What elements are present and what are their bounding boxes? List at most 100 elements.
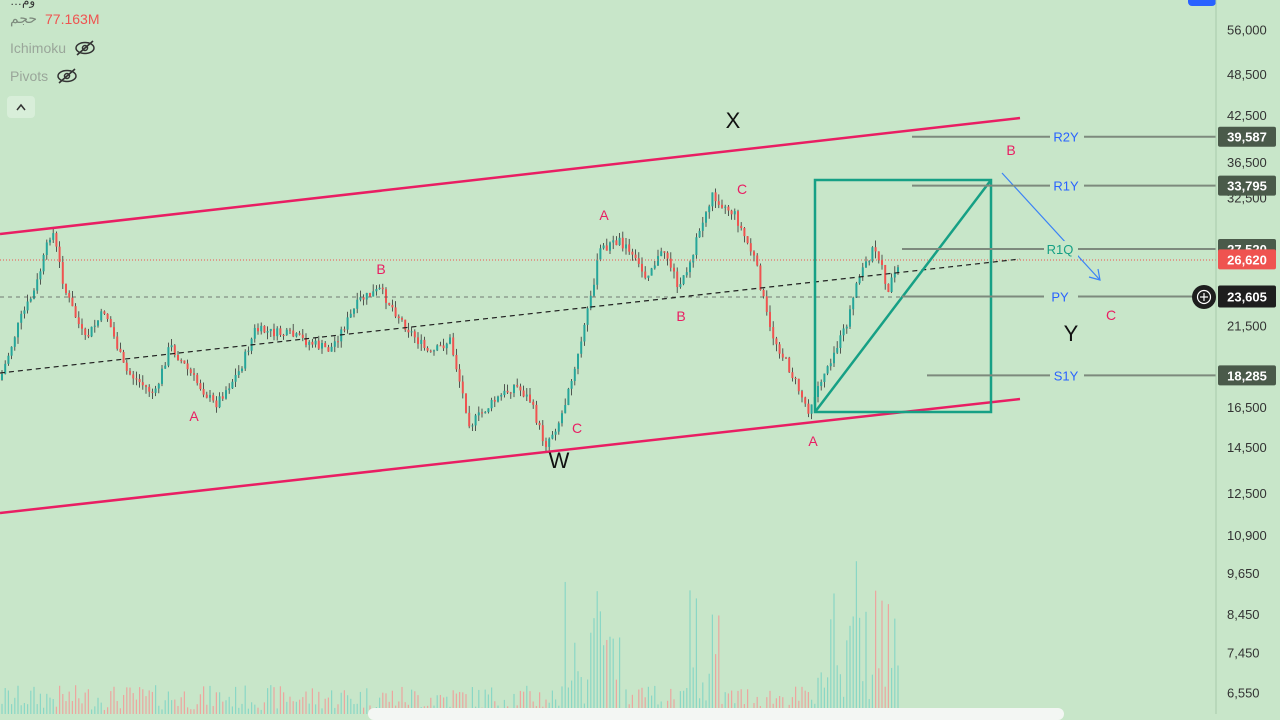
candle-body <box>193 373 195 375</box>
candle-body <box>477 412 480 416</box>
volume-bar <box>158 705 160 714</box>
candle-body <box>84 328 87 335</box>
toolbar-button[interactable] <box>1188 0 1216 6</box>
volume-bar <box>391 690 393 714</box>
price-tag-bg <box>1218 365 1276 386</box>
candle-body <box>212 395 215 401</box>
candle-body <box>877 251 880 261</box>
volume-bar <box>833 593 835 714</box>
candle-body <box>842 328 845 336</box>
volume-bar <box>539 692 541 714</box>
volume-bar <box>177 705 179 714</box>
price-tag-bg <box>1218 175 1276 196</box>
volume-bar <box>180 697 182 714</box>
volume-bar <box>875 590 877 714</box>
candle-body <box>81 324 83 329</box>
volume-bar <box>30 690 32 714</box>
volume-bar <box>340 692 342 714</box>
candle-body <box>295 333 298 337</box>
candle-body <box>141 382 144 386</box>
eye-off-icon[interactable] <box>74 39 96 57</box>
volume-bar <box>644 697 646 714</box>
volume-bar <box>311 688 313 714</box>
legend-pivots[interactable]: Pivots <box>10 67 78 85</box>
volume-bar <box>14 697 16 714</box>
candle-body <box>292 330 295 337</box>
volume-bar <box>587 679 589 714</box>
candle-body <box>109 319 112 328</box>
volume-bar <box>75 685 77 714</box>
volume-bar <box>46 693 48 714</box>
volume-bar <box>868 699 870 714</box>
volume-bar <box>382 692 384 714</box>
volume-bar <box>667 700 669 714</box>
axis-tick-label: 16,500 <box>1227 400 1267 415</box>
volume-bar <box>78 698 80 714</box>
legend-ichimoku[interactable]: Ichimoku <box>10 39 96 57</box>
candle-body <box>397 316 400 319</box>
volume-bar <box>827 677 829 714</box>
volume-bar <box>196 704 198 714</box>
candle-body <box>218 396 221 408</box>
candle-body <box>234 374 237 382</box>
volume-bar <box>215 692 217 714</box>
volume-bar <box>183 691 185 714</box>
wave-label-minor: C <box>737 181 747 197</box>
candle-body <box>429 350 432 352</box>
volume-bar <box>126 687 128 714</box>
candle-body <box>765 296 768 312</box>
volume-bar <box>142 689 144 714</box>
volume-bar <box>167 691 169 714</box>
volume-bar <box>574 642 576 714</box>
volume-bar <box>782 697 784 714</box>
candle-body <box>855 283 858 298</box>
volume-bar <box>343 690 345 714</box>
candle-body <box>807 403 810 414</box>
volume-bar <box>807 692 809 714</box>
volume-bar <box>251 702 253 714</box>
volume-bar <box>267 688 269 714</box>
volume-bar <box>129 687 131 714</box>
collapse-legend-button[interactable] <box>7 96 35 118</box>
volume-bar <box>350 698 352 714</box>
candle-body <box>516 384 519 387</box>
volume-bar <box>843 696 845 714</box>
volume-bar <box>318 691 320 714</box>
candle-body <box>506 390 509 393</box>
volume-bar <box>484 689 486 714</box>
candle-body <box>503 390 506 396</box>
volume-bar <box>702 682 704 714</box>
volume-bar <box>862 681 864 714</box>
volume-bar <box>503 699 505 714</box>
volume-bar <box>673 699 675 714</box>
candle-body <box>324 343 327 348</box>
candle-body <box>519 386 522 391</box>
wave-label-major: X <box>726 108 741 133</box>
candle-body <box>695 237 698 255</box>
candle-body <box>657 256 659 266</box>
price-axis: 56,00048,50042,50036,50032,50021,50016,5… <box>1215 0 1267 714</box>
volume-bar <box>135 699 137 714</box>
volume-bar <box>411 689 413 714</box>
legend-volume[interactable]: حجم 77.163M <box>10 10 100 27</box>
candle-body <box>359 297 362 300</box>
volume-bar <box>839 674 841 714</box>
axis-tick-label: 9,650 <box>1227 566 1260 581</box>
candle-body <box>49 239 51 243</box>
volume-bar <box>670 688 672 714</box>
candle-body <box>596 259 599 285</box>
candle-body <box>116 336 119 349</box>
volume-bar <box>123 694 125 714</box>
candle-body <box>711 192 714 207</box>
volume-bar <box>599 611 601 714</box>
candle-body <box>407 329 410 333</box>
candle-body <box>39 271 42 280</box>
candle-body <box>154 388 157 393</box>
eye-off-icon[interactable] <box>56 67 78 85</box>
volume-bar <box>641 687 643 714</box>
candle-body <box>433 350 435 352</box>
volume-bar <box>695 598 697 714</box>
candle-body <box>273 328 275 337</box>
axis-tick-label: 42,500 <box>1227 108 1267 123</box>
